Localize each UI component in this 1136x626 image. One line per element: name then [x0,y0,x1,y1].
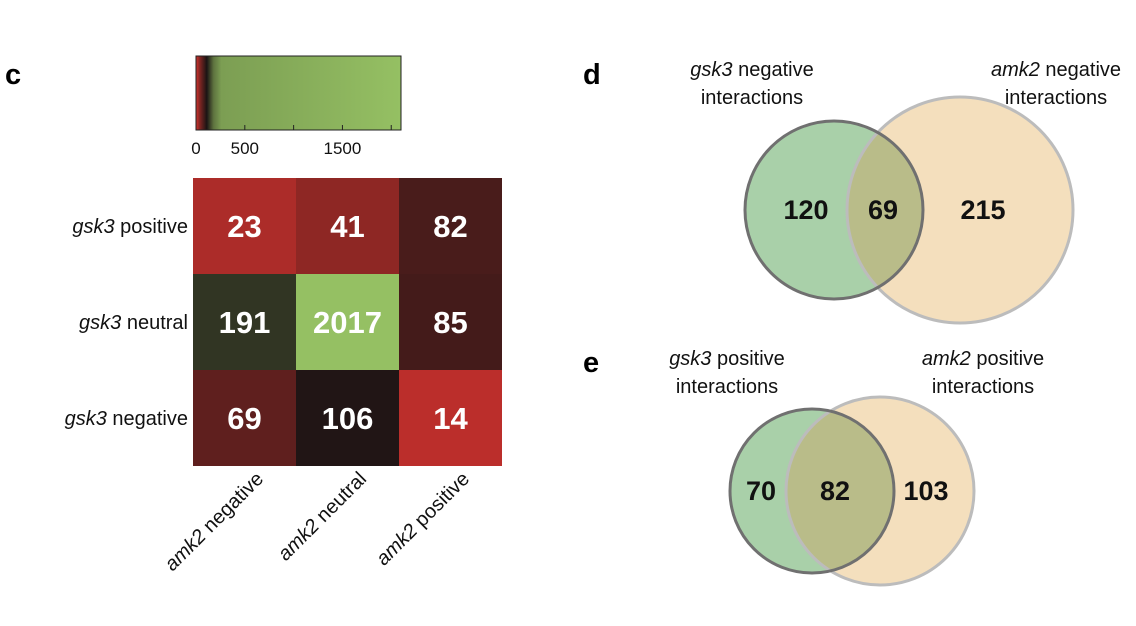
venn-e-set-label-right-line2: interactions [932,376,1034,398]
panel-c: c 0 500 1500 23 41 82 191 2017 85 69 106 14 gsk3 p… [5,55,502,576]
venn-diagram-e: 70 82 103 gsk3 positive interactions amk2 pos… [669,348,1044,587]
column-label-neutral: amk2 neutral [274,468,371,565]
venn-e-set-label-right: amk2 positive [922,348,1044,370]
venn-d-set-label-left-line2: interactions [701,87,803,109]
venn-e-set-label-left-line2: interactions [676,376,778,398]
colorbar: 0 500 1500 [191,55,402,158]
colorbar-tick-label-1500: 1500 [324,139,362,158]
heatmap-value-r1-c0: 191 [219,305,271,340]
heatmap-cell-r2-c0 [193,370,296,466]
venn-e-count-right-only: 103 [903,476,948,506]
heatmap-cell-r0-c1 [296,178,399,274]
panel-letter-d: d [583,59,601,91]
row-label-neutral: gsk3 neutral [79,312,188,334]
venn-d-count-left-only: 120 [783,195,828,225]
venn-d-set-label-right: amk2 negative [991,59,1121,81]
heatmap-value-r0-c2: 82 [433,209,467,244]
venn-e-set-label-left: gsk3 positive [669,348,785,370]
heatmap-value-r0-c1: 41 [330,209,364,244]
venn-d-count-both: 69 [868,195,898,225]
venn-e-count-both: 82 [820,476,850,506]
venn-e-left-outline [728,407,896,575]
venn-d-set-label-left: gsk3 negative [690,59,813,81]
venn-d-right-outline [845,95,1075,325]
column-label-negative: amk2 negative [161,468,269,576]
heatmap-cell-r2-c1 [296,370,399,466]
heatmap-cell-r2-c2 [399,370,502,466]
colorbar-ticks: 0 500 1500 [191,125,392,158]
heatmap-cell-r0-c2 [399,178,502,274]
heatmap-cell-r0-c0 [193,178,296,274]
heatmap-cell-r1-c2 [399,274,502,370]
heatmap-cell-r1-c1 [296,274,399,370]
heatmap: 23 41 82 191 2017 85 69 106 14 [193,178,502,466]
venn-e-right-outline [784,395,976,587]
heatmap-value-r0-c0: 23 [227,209,261,244]
heatmap-value-r2-c0: 69 [227,401,261,436]
column-label-positive: amk2 positive [372,468,474,570]
row-label-negative: gsk3 negative [65,408,188,430]
panel-d: d 120 69 215 gsk3 negative interactions amk2 … [583,59,1121,325]
panel-letter-e: e [583,347,599,379]
heatmap-value-r2-c2: 14 [433,401,468,436]
venn-d-left-outline [743,119,925,301]
heatmap-value-r1-c2: 85 [433,305,467,340]
colorbar-tick-label-500: 500 [231,139,259,158]
heatmap-value-r1-c1: 2017 [313,305,382,340]
venn-d-set-label-right-line2: interactions [1005,87,1107,109]
heatmap-value-r2-c1: 106 [322,401,374,436]
panel-letter-c: c [5,59,21,91]
row-label-positive: gsk3 positive [72,216,188,238]
panel-e: e 70 82 103 gsk3 positive interactions amk2 p… [583,347,1044,587]
heatmap-cell-r1-c0 [193,274,296,370]
colorbar-tick-label-0: 0 [191,139,200,158]
venn-diagram-d: 120 69 215 gsk3 negative interactions amk2 ne… [690,59,1121,325]
venn-e-count-left-only: 70 [746,476,776,506]
venn-e-overlap [786,409,894,573]
venn-d-count-right-only: 215 [960,195,1005,225]
heatmap-row-labels: gsk3 positive gsk3 neutral gsk3 negative [65,216,188,430]
colorbar-gradient [195,55,402,131]
